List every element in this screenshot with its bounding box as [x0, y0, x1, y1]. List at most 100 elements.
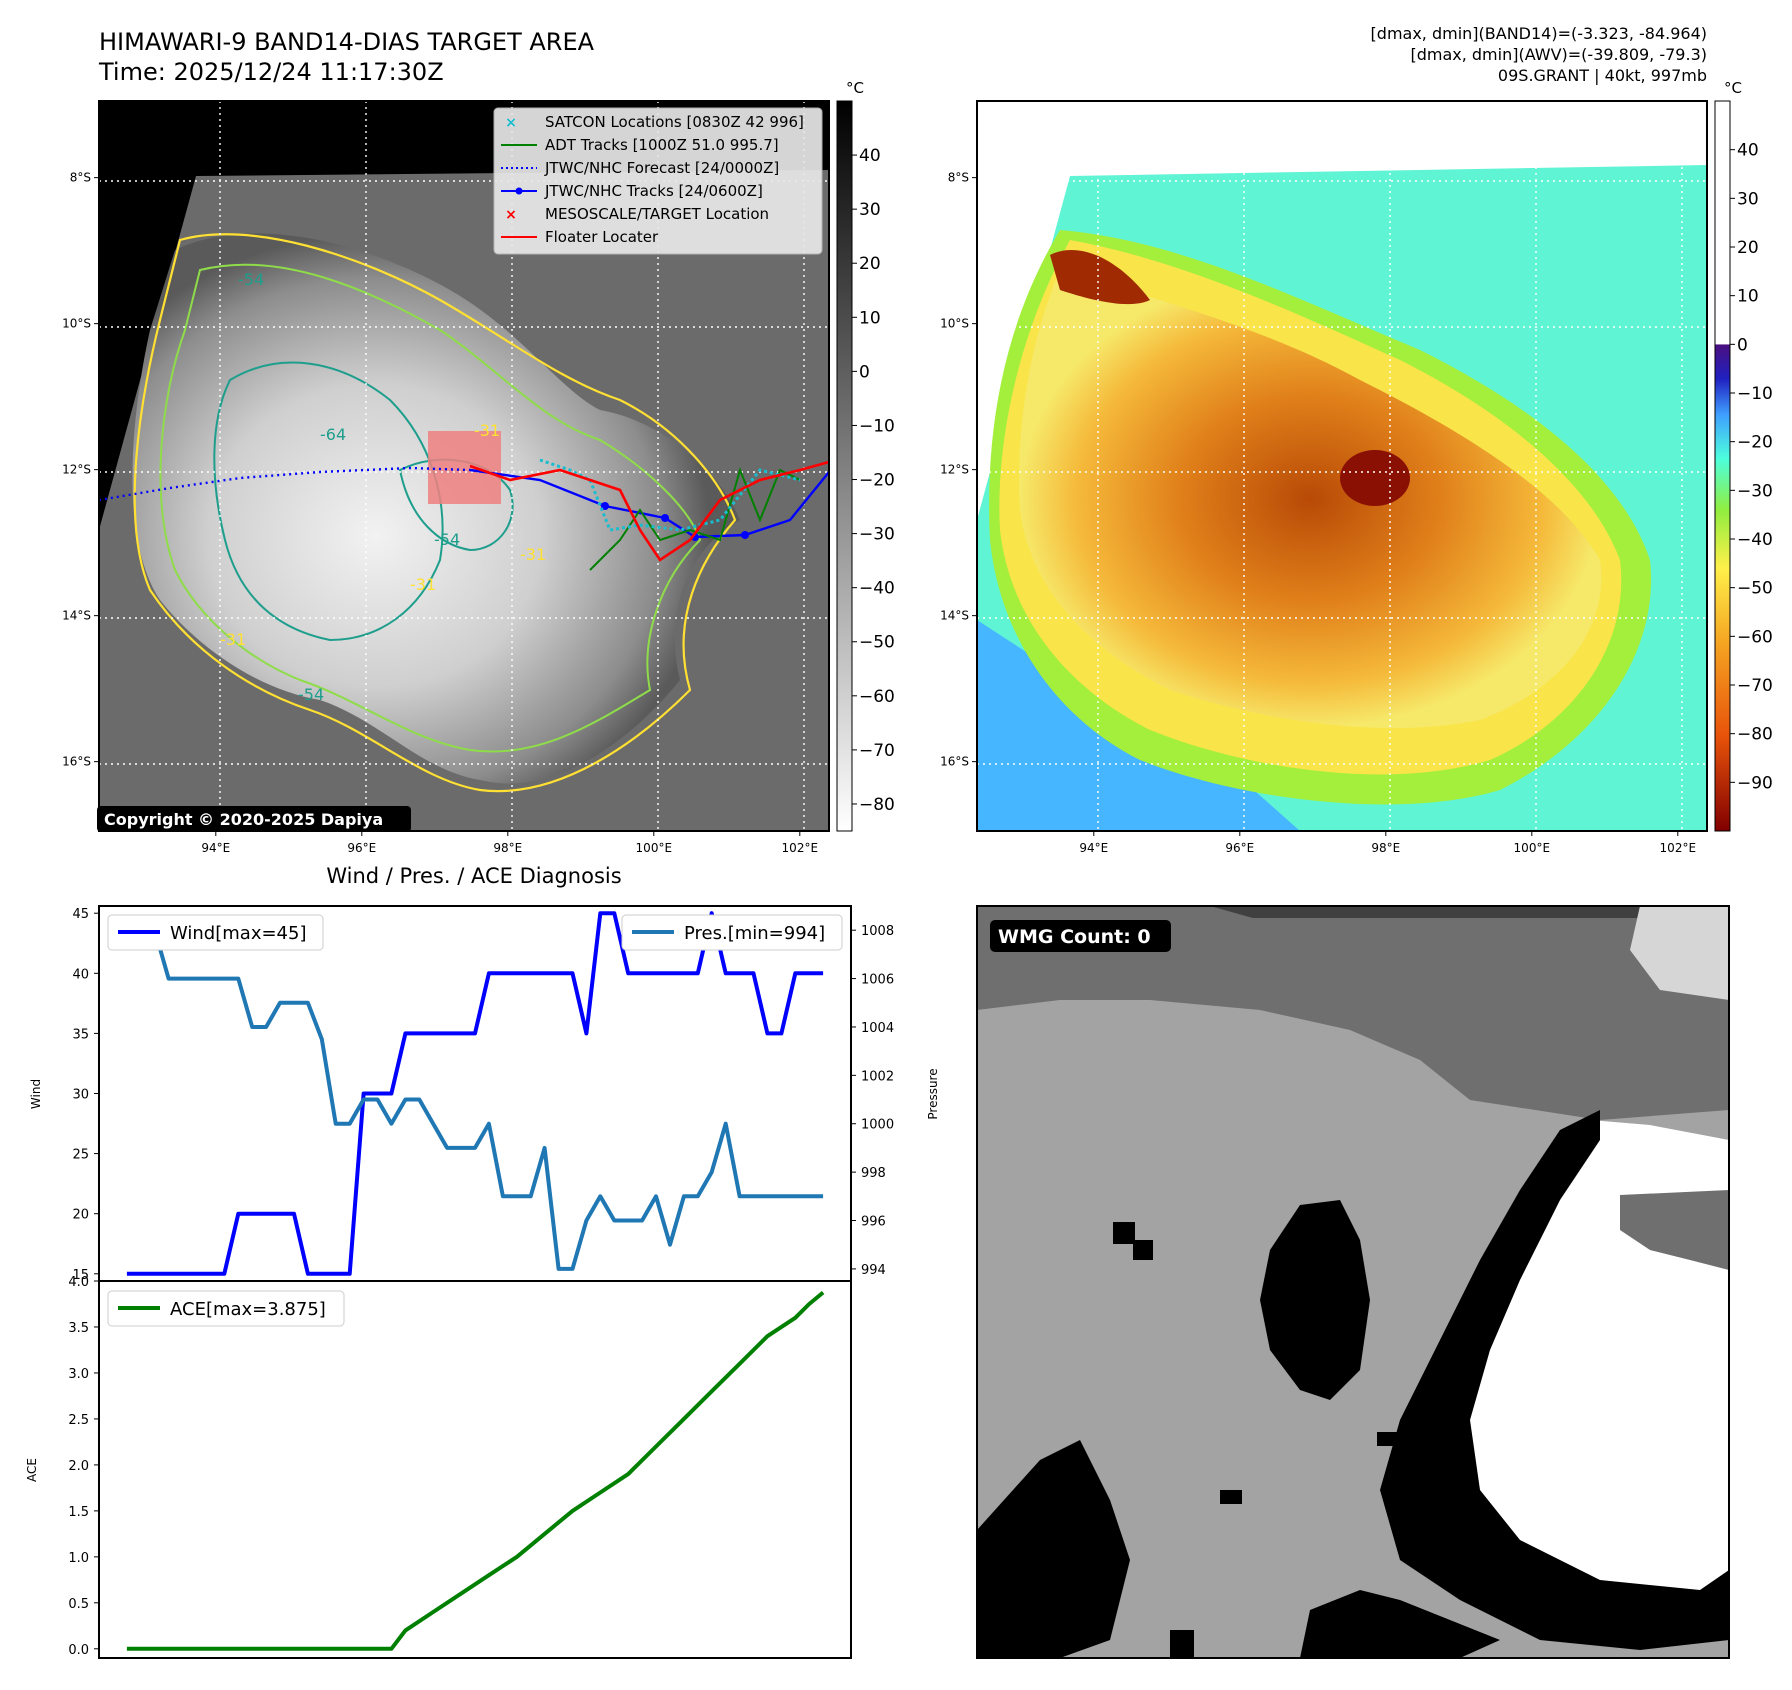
- legend-entry: Floater Locater: [501, 228, 659, 246]
- wmg-black-blob: [1260, 1200, 1370, 1400]
- wmg-black-dot: [1220, 1490, 1242, 1504]
- colorbar-tick-label: −30: [859, 525, 895, 545]
- info-storm: 09S.GRANT | 40kt, 997mb: [1498, 66, 1707, 85]
- lon-tick-label: 98°E: [1371, 841, 1400, 855]
- lat-tick-label: 8°S: [70, 171, 91, 185]
- contour-labels: -54 -64 -31 -31 -54 -31 -31 -54: [220, 270, 546, 704]
- wmg-gray-block: [1620, 1190, 1729, 1270]
- legend-dot-icon: [515, 187, 523, 195]
- lat-tick-label: 16°S: [940, 755, 969, 769]
- wmg-black-dot: [1113, 1222, 1135, 1244]
- wind-legend: Wind[max=45]: [107, 914, 324, 951]
- ir-map-panel: -54 -64 -31 -31 -54 -31 -31 -54 Copyrigh…: [62, 100, 830, 855]
- legend-entry: × MESOSCALE/TARGET Location: [505, 205, 769, 223]
- y2-tick-label: 1008: [861, 924, 894, 939]
- awv-colorbar-bar: [1714, 100, 1731, 832]
- colorbar-tick-label: −50: [1737, 579, 1773, 599]
- lat-tick-label: 10°S: [940, 317, 969, 331]
- legend-entry: JTWC/NHC Forecast [24/0000Z]: [501, 159, 779, 177]
- legend-entry: × SATCON Locations [0830Z 42 996]: [505, 113, 804, 131]
- ace-chart: ACE 0.0 0.5 1.0 1.5 2.0 2.5 3.0 3.5 4.0 ACE[max=…: [25, 1275, 852, 1659]
- colorbar-tick-label: −50: [859, 633, 895, 653]
- legend-marker-icon: ×: [505, 207, 517, 223]
- colorbar-tick-label: −60: [1737, 627, 1773, 647]
- colorbar-tick-label: −40: [1737, 530, 1773, 550]
- info-awv: [dmax, dmin](AWV)=(-39.809, -79.3): [1410, 45, 1707, 64]
- wmg-band-mid: [977, 918, 1729, 1120]
- colorbar-tick-label: −80: [1737, 725, 1773, 745]
- y-tick-label: 4.0: [68, 1275, 89, 1290]
- floater-locater-line: [469, 460, 830, 562]
- ace-legend: ACE[max=3.875]: [107, 1290, 345, 1327]
- legend-label: ADT Tracks [1000Z 51.0 995.7]: [545, 136, 779, 154]
- colorbar-tick-label: −20: [1737, 433, 1773, 453]
- awv-gridlines: [977, 101, 1707, 831]
- lat-tick-label: 14°S: [940, 609, 969, 623]
- lon-tick-label: 102°E: [782, 841, 819, 855]
- colorbar-tick-label: −90: [1737, 773, 1773, 793]
- pressure-legend: Pres.[min=994]: [621, 914, 843, 951]
- colorbar-tick-label: −20: [859, 471, 895, 491]
- ir-colorbar-unit: °C: [846, 79, 864, 97]
- info-band14: [dmax, dmin](BAND14)=(-3.323, -84.964): [1371, 24, 1707, 43]
- y-tick-label: 1.5: [68, 1505, 89, 1520]
- ir-lat-axis: 8°S 10°S 12°S 14°S 16°S: [62, 171, 99, 769]
- ir-colorbar-bar: [836, 100, 853, 832]
- y-tick-label: 15: [72, 1268, 89, 1283]
- satcon-points-line: [539, 458, 801, 532]
- lon-tick-label: 94°E: [201, 841, 230, 855]
- contour-label: -31: [410, 575, 436, 594]
- awv-lon-axis: 94°E 96°E 98°E 100°E 102°E: [1079, 831, 1696, 855]
- legend-label: MESOSCALE/TARGET Location: [545, 205, 769, 223]
- colorbar-tick-label: 10: [859, 308, 881, 328]
- colorbar-tick-label: 30: [859, 200, 881, 220]
- colorbar-tick-label: 0: [859, 362, 870, 382]
- y-tick-label: 0.0: [68, 1643, 89, 1658]
- lon-tick-label: 98°E: [493, 841, 522, 855]
- lat-tick-label: 12°S: [62, 463, 91, 477]
- y2-tick-label: 994: [861, 1263, 886, 1278]
- colorbar-tick-label: −10: [859, 416, 895, 436]
- y-tick-label: 3.5: [68, 1321, 89, 1336]
- y-tick-label: 2.0: [68, 1459, 89, 1474]
- lon-tick-label: 100°E: [636, 841, 673, 855]
- contour-label: -64: [320, 425, 346, 444]
- contour-label: -54: [298, 685, 324, 704]
- awv-eye-region: [1340, 450, 1410, 506]
- jtwc-track-line: [469, 468, 830, 539]
- wind-legend-label: Wind[max=45]: [170, 923, 307, 944]
- colorbar-tick-label: −70: [859, 741, 895, 761]
- colorbar-tick-label: −60: [859, 687, 895, 707]
- ir-legend-box: [493, 107, 823, 255]
- jtwc-track-point: [661, 514, 669, 522]
- legend-label: SATCON Locations [0830Z 42 996]: [545, 113, 804, 131]
- wmg-black-dot: [1170, 1630, 1194, 1658]
- colorbar-tick-label: −80: [859, 795, 895, 815]
- wmg-band-top-light: [1630, 906, 1729, 1000]
- colorbar-tick-label: −40: [859, 579, 895, 599]
- y-tick-label: 40: [72, 967, 89, 982]
- legend-entry: ADT Tracks [1000Z 51.0 995.7]: [501, 136, 779, 154]
- copyright-text: Copyright © 2020-2025 Dapiya: [104, 810, 383, 829]
- jtwc-track-point: [741, 531, 749, 539]
- pressure-series-line: [126, 928, 824, 1271]
- figure-time: Time: 2025/12/24 11:17:30Z: [98, 58, 444, 86]
- wmg-black-dot: [1133, 1240, 1153, 1260]
- target-box: [428, 431, 501, 504]
- forecast-track: [98, 458, 830, 571]
- ir-cloud-mass: [132, 233, 740, 784]
- y2-tick-label: 998: [861, 1166, 886, 1181]
- jtwc-forecast-line: [98, 466, 471, 502]
- y-tick-label: 35: [72, 1027, 89, 1042]
- awv-cloud-core: [1019, 270, 1602, 729]
- awv-map-panel: 8°S 10°S 12°S 14°S 16°S 94°E 96°E 98°E 100°E 102…: [940, 100, 1708, 855]
- awv-lat-axis: 8°S 10°S 12°S 14°S 16°S: [940, 171, 977, 769]
- wind-series-line: [126, 911, 824, 1276]
- legend-label: JTWC/NHC Forecast [24/0000Z]: [544, 159, 779, 177]
- y-tick-label: 3.0: [68, 1367, 89, 1382]
- y2-tick-label: 1006: [861, 973, 894, 988]
- awv-colorbar: °C 40 30 20 10 0 −10 −20 −30 −40 −50 −60 −70 −80 −90: [1714, 79, 1773, 832]
- awv-colorbar-unit: °C: [1724, 79, 1742, 97]
- wmg-black-sw: [977, 1440, 1130, 1658]
- copyright-badge: Copyright © 2020-2025 Dapiya: [97, 806, 411, 832]
